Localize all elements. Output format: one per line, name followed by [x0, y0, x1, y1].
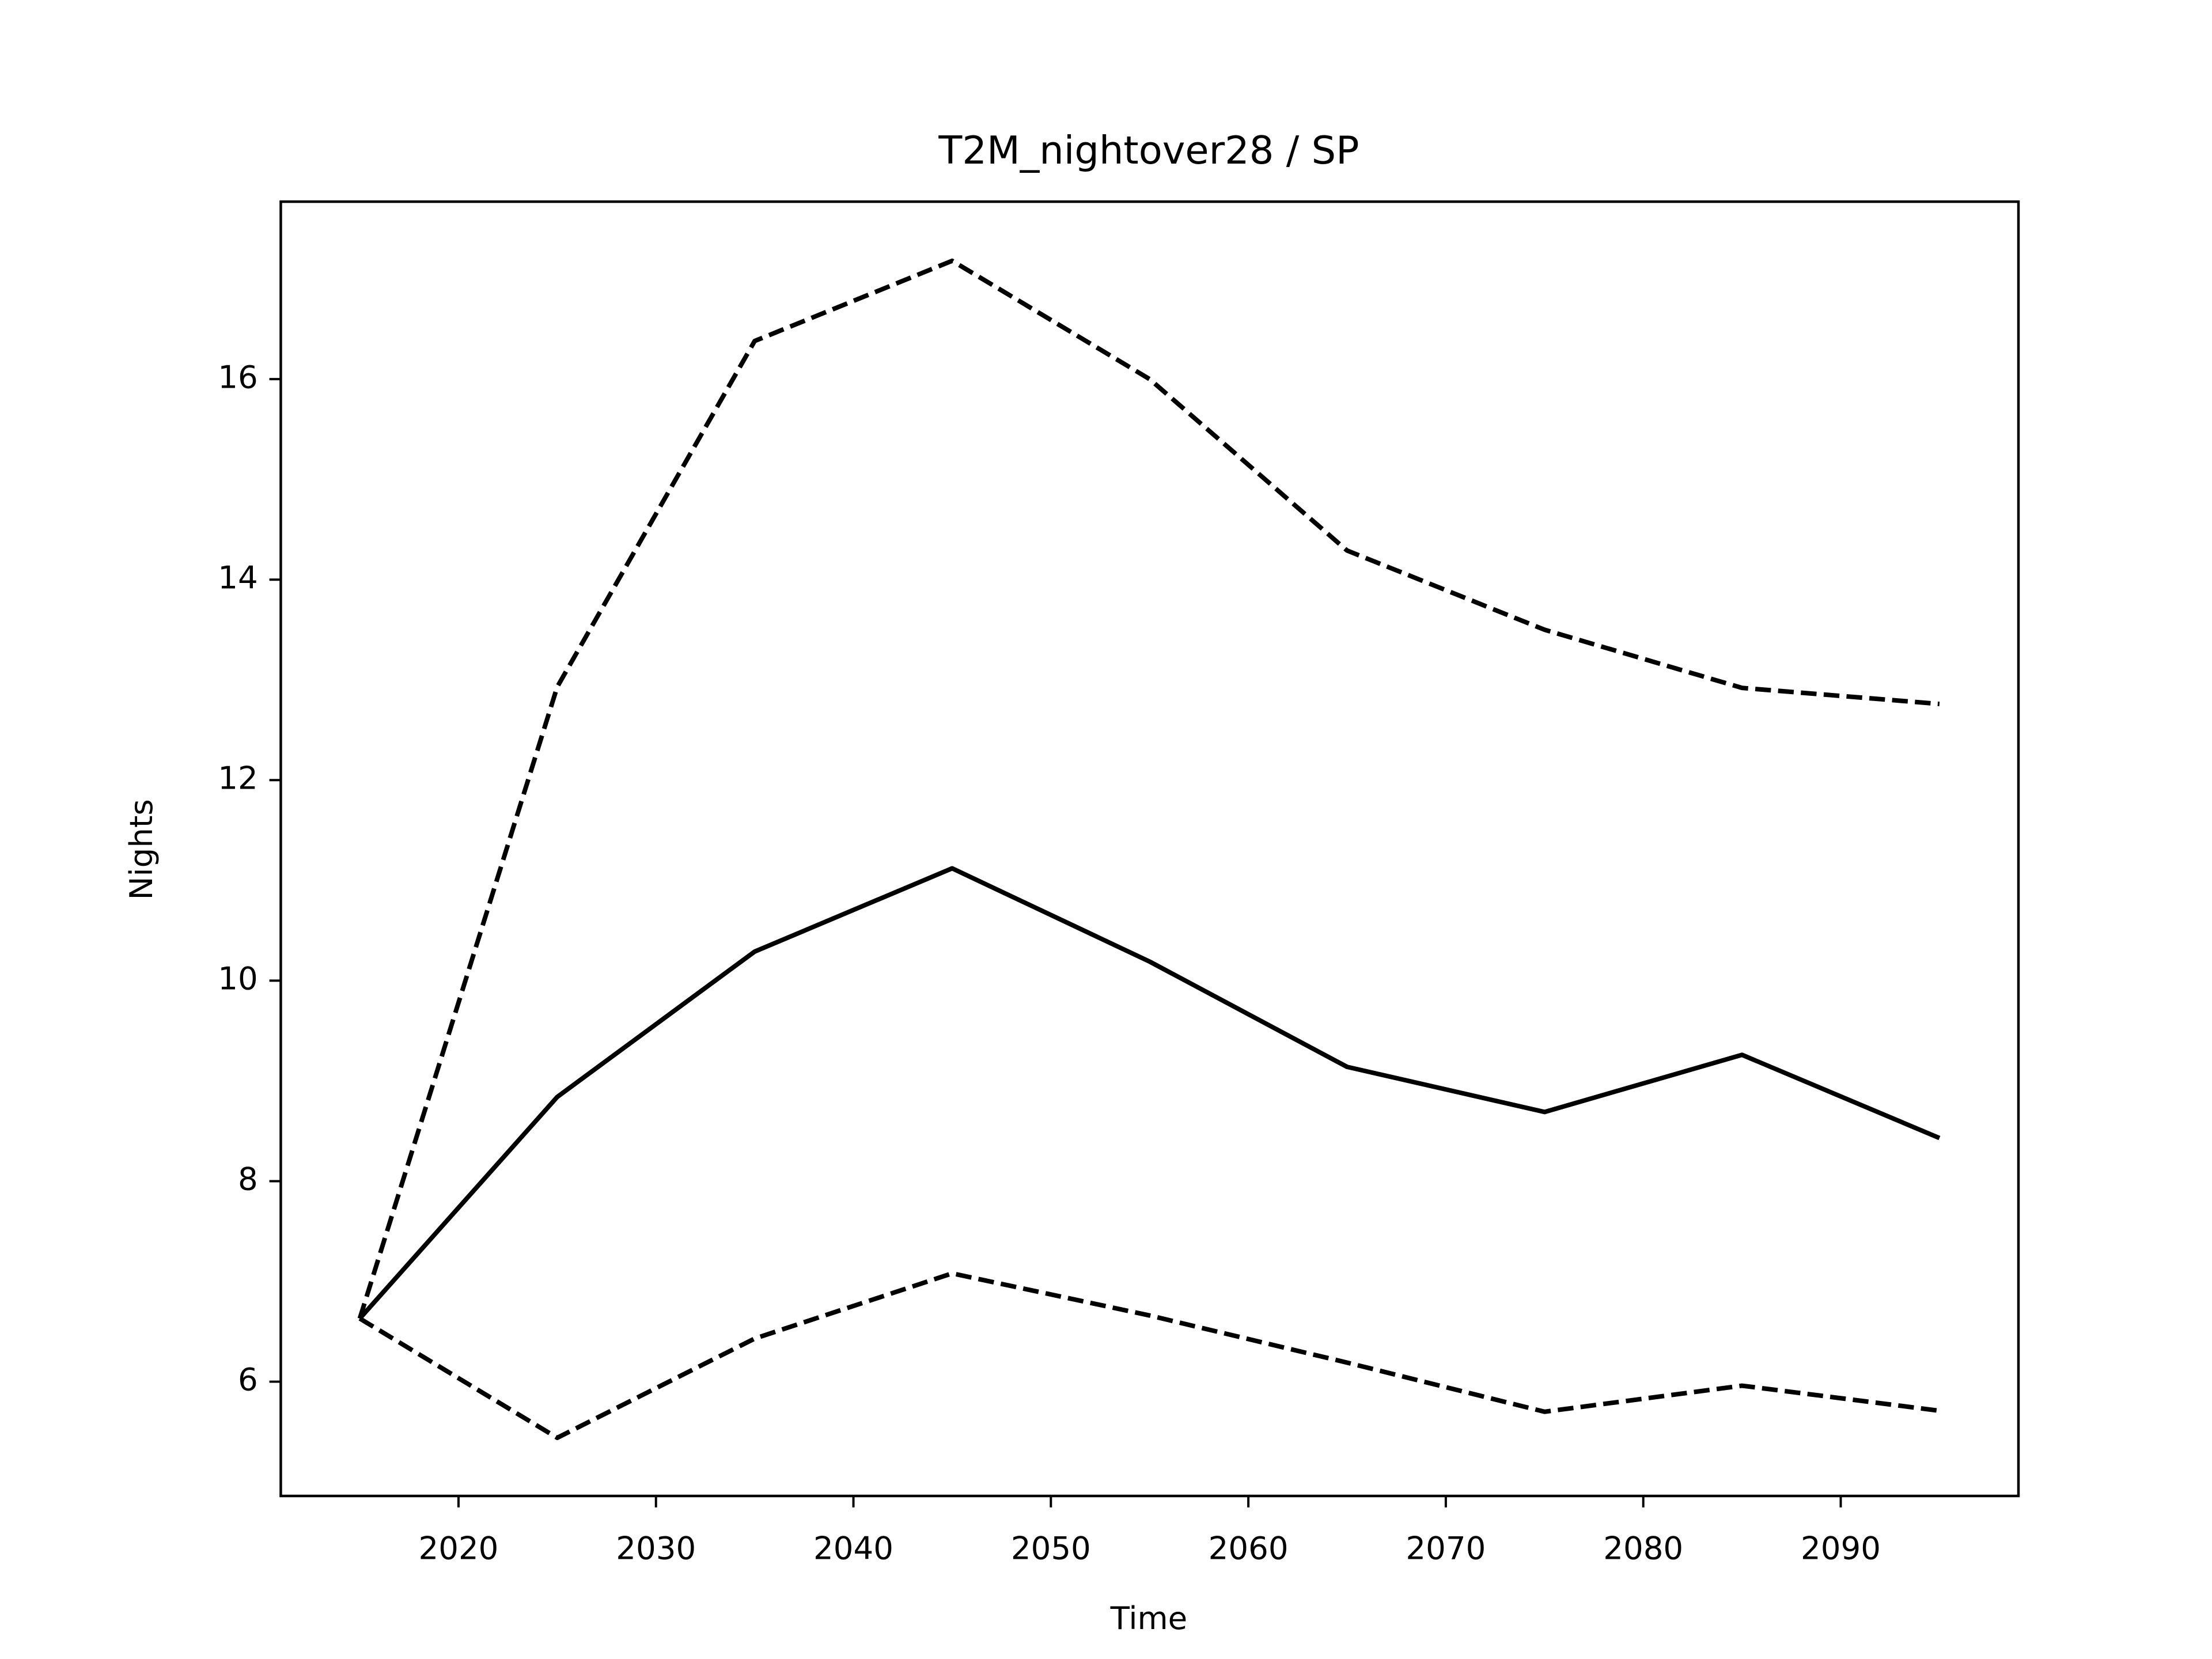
- line-series: [358, 1271, 1940, 1440]
- y-axis-label: Nights: [123, 799, 160, 900]
- plot-frame: [279, 200, 2020, 1498]
- chart-title: T2M_nightover28 / SP: [938, 128, 1359, 173]
- x-tick-label: 2040: [813, 1529, 893, 1566]
- x-tick-label: 2050: [1011, 1529, 1091, 1566]
- x-tick-label: 2060: [1209, 1529, 1289, 1566]
- y-tick-label: 6: [238, 1361, 258, 1398]
- y-tick-label: 10: [218, 960, 258, 997]
- x-tick-label: 2080: [1603, 1529, 1683, 1566]
- x-axis-label: Time: [1110, 1600, 1188, 1637]
- x-tick-label: 2070: [1406, 1529, 1486, 1566]
- y-tick-label: 12: [218, 759, 258, 796]
- x-tick-label: 2030: [616, 1529, 696, 1566]
- line-series: [358, 866, 1941, 1320]
- x-tick-label: 2020: [418, 1529, 498, 1566]
- y-tick-label: 16: [218, 358, 258, 395]
- x-tick-label: 2090: [1801, 1529, 1881, 1566]
- line-series: [357, 258, 1940, 1320]
- y-tick-label: 14: [218, 559, 258, 596]
- y-tick-label: 8: [238, 1161, 258, 1198]
